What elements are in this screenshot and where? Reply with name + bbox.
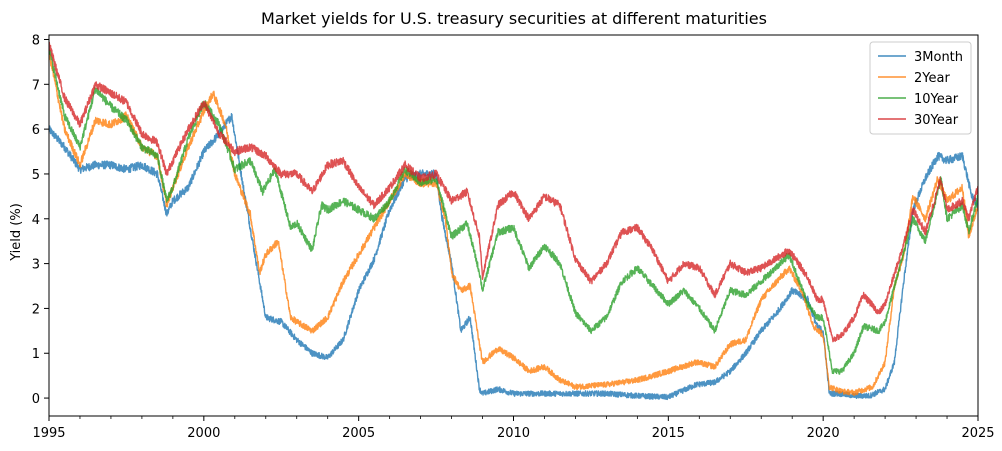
y-tick-label: 1 (32, 347, 40, 362)
y-tick-label: 5 (32, 168, 40, 183)
y-tick-label: 7 (32, 78, 40, 93)
y-tick-label: 6 (32, 123, 40, 138)
series-line-2year (49, 49, 978, 396)
legend-box (869, 41, 972, 135)
x-tick-label: 2020 (807, 426, 840, 441)
x-tick-label: 2015 (652, 426, 685, 441)
legend: 3Month 2Year 10Year 30Year (869, 41, 972, 135)
y-axis-label: Yield (%) (9, 203, 24, 262)
series-line-30year (49, 41, 978, 343)
y-tick-label: 0 (32, 392, 40, 407)
legend-label: 30Year (914, 113, 959, 128)
x-tick-label: 2000 (187, 426, 220, 441)
y-tick-label: 3 (32, 258, 40, 273)
x-tick-label: 2010 (497, 426, 530, 441)
legend-label: 10Year (914, 92, 959, 107)
x-tick-label: 1995 (32, 426, 65, 441)
axes: 1995 2000 2005 2010 2015 2020 2025 0 1 2 3 4 5 6 7 8 (32, 33, 995, 441)
chart-title: Market yields for U.S. treasury securiti… (261, 9, 767, 28)
series-line-3month (49, 112, 978, 401)
series-line-10year (49, 50, 978, 375)
x-tick-label: 2025 (961, 426, 994, 441)
plot-area (49, 41, 978, 401)
y-tick-label: 2 (32, 302, 40, 317)
y-tick-label: 4 (32, 213, 40, 228)
legend-label: 2Year (914, 71, 950, 86)
legend-label: 3Month (914, 50, 963, 65)
y-tick-label: 8 (32, 33, 40, 48)
x-tick-label: 2005 (342, 426, 375, 441)
